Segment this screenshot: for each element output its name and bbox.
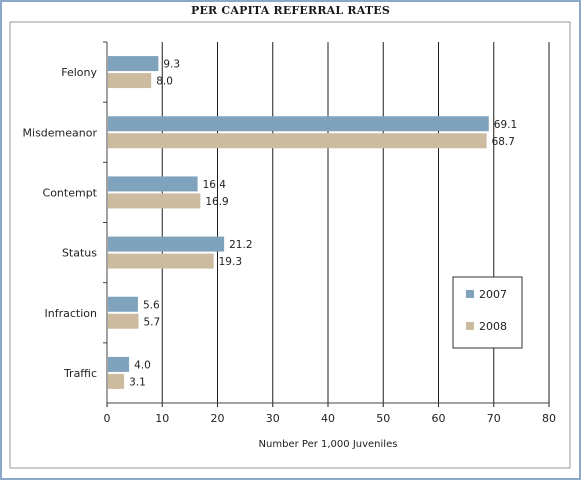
legend-label-2007: 2007 [479,288,507,301]
tick-label-x-10: 10 [155,412,169,425]
legend-box [452,276,523,349]
tick-label-x-80: 80 [542,412,556,425]
category-label-infraction: Infraction [45,307,97,320]
legend-swatch-2008 [466,322,474,330]
labels: Felony 9.3 8.0 Misdemeanor 69.1 68.7 Contempt 1… [23,59,518,389]
tick-label-x-50: 50 [376,412,390,425]
tick-label-x-70: 70 [487,412,501,425]
value-label-2007-infraction: 5.6 [143,299,160,311]
tick-label-x-40: 40 [321,412,335,425]
value-label-2007-felony: 9.3 [163,59,180,71]
value-label-2008-infraction: 5.7 [143,316,160,328]
legend-label-2008: 2008 [479,320,507,333]
bar-2008-felony [108,73,152,89]
chart-title: PER CAPITA REFERRAL RATES [191,4,390,17]
bar-2007-felony [108,56,159,72]
category-label-status: Status [62,247,97,260]
value-label-2008-traffic: 3.1 [129,376,146,388]
axes: 0 10 20 30 40 50 60 70 80 Number Per 1,000 Juveni… [103,41,556,450]
bar-2007-infraction [108,296,138,312]
bar-2008-infraction [108,313,139,329]
bar-2007-status [108,236,225,252]
value-label-2007-traffic: 4.0 [134,359,151,371]
x-axis-title: Number Per 1,000 Juveniles [259,439,398,450]
category-label-traffic: Traffic [63,367,97,380]
tick-label-x-0: 0 [104,412,111,425]
legend: 2007 2008 [452,276,523,349]
bar-2008-contempt [108,193,201,209]
tick-label-x-20: 20 [211,412,225,425]
tick-label-x-60: 60 [432,412,446,425]
value-label-2008-contempt: 16.9 [205,196,228,208]
bar-2007-contempt [108,176,198,192]
tick-label-x-30: 30 [266,412,280,425]
category-label-felony: Felony [61,66,97,79]
bar-2007-traffic [108,356,130,372]
chart-panel [9,21,571,469]
category-label-misdemeanor: Misdemeanor [23,126,98,139]
value-label-2008-misdemeanor: 68.7 [492,136,515,148]
bar-2008-status [108,253,214,269]
bar-2008-misdemeanor [108,133,487,149]
value-label-2008-status: 19.3 [219,256,242,268]
bar-2008-traffic [108,373,125,389]
category-label-contempt: Contempt [43,186,98,199]
value-label-2007-misdemeanor: 69.1 [494,119,517,131]
value-label-2008-felony: 8.0 [156,76,173,88]
value-label-2007-status: 21.2 [229,239,252,251]
bar-2007-misdemeanor [108,116,489,132]
value-label-2007-contempt: 16.4 [203,179,227,191]
bars [108,56,489,389]
legend-swatch-2007 [466,290,474,298]
